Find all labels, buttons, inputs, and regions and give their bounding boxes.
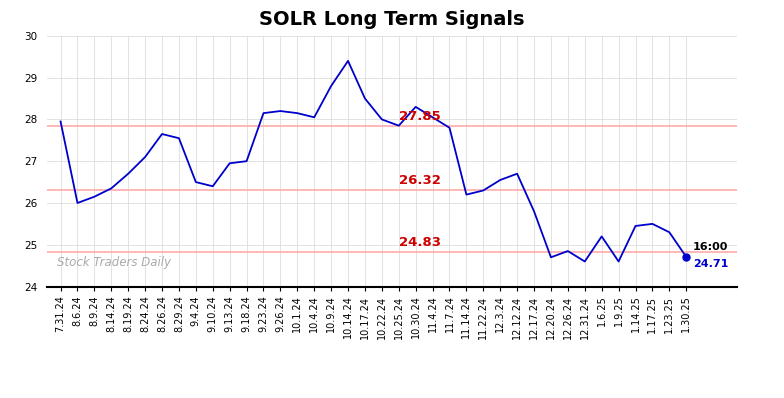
Text: 16:00: 16:00 — [693, 242, 728, 252]
Title: SOLR Long Term Signals: SOLR Long Term Signals — [260, 10, 524, 29]
Point — [680, 254, 692, 260]
Text: Stock Traders Daily: Stock Traders Daily — [57, 256, 172, 269]
Text: 27.85: 27.85 — [399, 110, 441, 123]
Text: 26.32: 26.32 — [399, 174, 441, 187]
Text: 24.71: 24.71 — [693, 259, 728, 269]
Text: 24.83: 24.83 — [399, 236, 441, 250]
